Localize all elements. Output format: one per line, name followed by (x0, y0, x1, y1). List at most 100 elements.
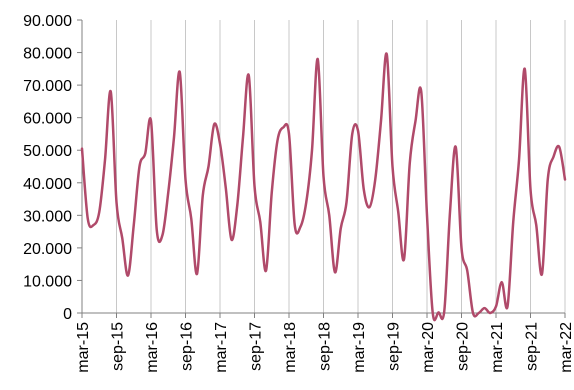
data-point-feb-19 (351, 133, 353, 135)
data-point-jul-20 (449, 211, 451, 213)
x-tick-label-sep-16: sep-16 (179, 322, 196, 371)
data-point-mar-15 (81, 147, 83, 149)
y-tick-label: 10.000 (23, 273, 72, 290)
data-point-feb-18 (282, 126, 284, 128)
data-point-feb-16 (144, 152, 146, 154)
data-point-oct-18 (328, 214, 330, 216)
data-point-aug-20 (455, 146, 457, 148)
data-point-jun-18 (305, 201, 307, 203)
data-point-dec-20 (478, 312, 480, 314)
x-tick-label-mar-20: mar-20 (420, 322, 437, 373)
data-point-nov-21 (541, 273, 543, 275)
data-point-jul-19 (380, 120, 382, 122)
y-tick-label: 50.000 (23, 143, 72, 160)
data-point-jun-20 (443, 310, 445, 312)
data-point-jan-16 (138, 165, 140, 167)
data-point-feb-22 (558, 146, 560, 148)
x-tick-label-mar-17: mar-17 (213, 322, 230, 373)
data-point-oct-16 (190, 217, 192, 219)
data-point-nov-15 (127, 274, 129, 276)
data-point-may-21 (506, 305, 508, 307)
data-point-sep-15 (115, 201, 117, 203)
data-point-jun-17 (236, 204, 238, 206)
data-point-jul-15 (104, 159, 106, 161)
data-point-sep-18 (322, 175, 324, 177)
y-axis-tick-labels: 0 10.000 20.000 30.000 40.000 50.000 60.000 70.… (23, 13, 72, 323)
data-point-aug-15 (110, 90, 112, 92)
data-point-dec-18 (340, 227, 342, 229)
y-tick-label: 40.000 (23, 176, 72, 193)
data-point-jan-17 (207, 165, 209, 167)
data-point-dec-17 (271, 191, 273, 193)
data-point-nov-19 (403, 258, 405, 260)
x-tick-label-mar-22: mar-22 (558, 322, 574, 373)
x-tick-label-sep-18: sep-18 (317, 322, 334, 371)
data-point-jun-15 (98, 211, 100, 213)
data-point-jan-22 (552, 156, 554, 158)
data-point-oct-15 (121, 237, 123, 239)
data-point-may-16 (161, 234, 163, 236)
x-tick-label-sep-17: sep-17 (248, 322, 265, 371)
data-point-dec-19 (409, 162, 411, 164)
data-point-jan-18 (276, 139, 278, 141)
data-point-mar-19 (357, 129, 359, 131)
data-point-jan-20 (414, 120, 416, 122)
data-point-may-19 (368, 206, 370, 208)
y-tick-label: 60.000 (23, 111, 72, 128)
data-point-oct-19 (397, 211, 399, 213)
series-line (80, 52, 567, 322)
y-tick-label: 20.000 (23, 241, 72, 258)
data-point-apr-15 (87, 217, 89, 219)
data-point-apr-16 (156, 229, 158, 231)
data-point-mar-22 (564, 178, 566, 180)
series (80, 52, 567, 322)
data-point-jul-21 (518, 159, 520, 161)
data-point-aug-18 (317, 58, 319, 60)
x-axis-tick-labels: mar-15 sep-15 mar-16 sep-16 mar-17 sep-17 mar-… (75, 322, 574, 373)
data-point-sep-16 (184, 178, 186, 180)
data-point-nov-18 (334, 271, 336, 273)
data-point-oct-21 (535, 224, 537, 226)
x-tick-label-mar-15: mar-15 (75, 322, 92, 373)
y-tick-label: 90.000 (23, 13, 72, 30)
x-tick-label-mar-18: mar-18 (282, 322, 299, 373)
data-point-mar-18 (288, 133, 290, 135)
x-tick-label-mar-21: mar-21 (489, 322, 506, 373)
x-tick-label-sep-15: sep-15 (110, 322, 127, 371)
data-point-apr-20 (432, 312, 434, 314)
data-point-aug-19 (386, 53, 388, 55)
data-point-may-17 (230, 239, 232, 241)
data-point-jun-16 (167, 191, 169, 193)
data-point-dec-15 (133, 224, 135, 226)
data-point-aug-17 (248, 74, 250, 76)
data-point-mar-17 (219, 143, 221, 145)
data-point-oct-17 (259, 221, 261, 223)
x-tick-label-mar-19: mar-19 (351, 322, 368, 373)
data-point-jun-21 (512, 221, 514, 223)
data-point-jun-19 (374, 178, 376, 180)
data-point-may-20 (437, 311, 439, 313)
data-point-sep-17 (253, 185, 255, 187)
data-point-feb-17 (213, 123, 215, 125)
data-point-dec-16 (202, 195, 204, 197)
data-point-aug-16 (179, 71, 181, 73)
data-point-nov-16 (196, 273, 198, 275)
data-point-sep-20 (460, 247, 462, 249)
data-point-dec-21 (547, 178, 549, 180)
x-tick-label-sep-20: sep-20 (455, 322, 472, 371)
data-point-nov-17 (265, 269, 267, 271)
data-point-apr-19 (363, 188, 365, 190)
data-point-feb-21 (489, 312, 491, 314)
data-point-sep-19 (391, 165, 393, 167)
data-point-jan-21 (483, 307, 485, 309)
y-tick-label: 0 (63, 306, 72, 323)
data-point-mar-21 (495, 305, 497, 307)
x-tick-label-mar-16: mar-16 (144, 322, 161, 373)
data-point-jan-19 (345, 201, 347, 203)
data-point-jul-18 (311, 149, 313, 151)
data-point-oct-20 (466, 269, 468, 271)
y-tick-label: 80.000 (23, 46, 72, 63)
data-point-nov-20 (472, 312, 474, 314)
data-point-may-18 (299, 226, 301, 228)
